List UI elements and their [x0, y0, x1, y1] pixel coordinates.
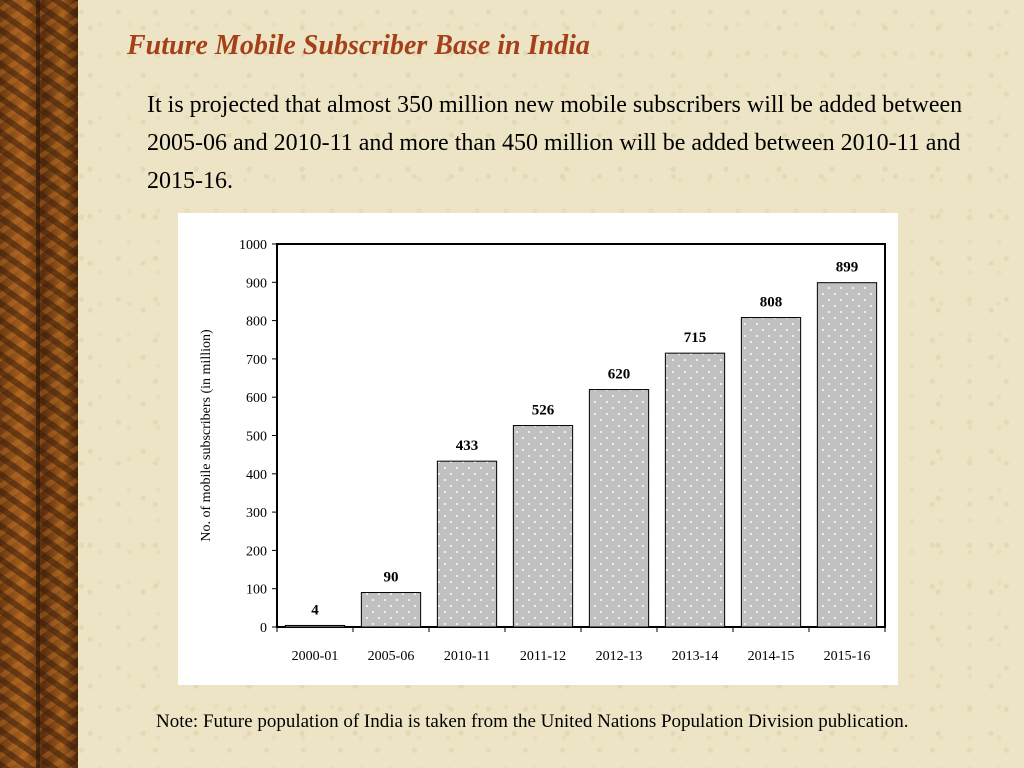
data-label: 4 — [311, 602, 319, 618]
y-tick-label: 300 — [246, 506, 267, 521]
y-tick-label: 500 — [246, 430, 267, 445]
x-tick-label: 2011-12 — [520, 649, 566, 664]
x-tick-label: 2010-11 — [444, 649, 490, 664]
bar — [284, 624, 346, 628]
data-label: 526 — [532, 403, 555, 419]
bar — [664, 352, 726, 628]
y-tick-label: 700 — [246, 353, 267, 368]
y-tick-label: 100 — [246, 583, 267, 598]
y-tick-label: 400 — [246, 468, 267, 483]
bar-chart: 0 100 200 300 400 500 600 700 800 900 1000 No. of m… — [199, 238, 886, 664]
data-label: 715 — [684, 330, 707, 346]
y-axis-title: No. of mobile subscribers (in million) — [199, 329, 214, 542]
chart-panel: 0 100 200 300 400 500 600 700 800 900 1000 No. of m… — [178, 213, 898, 685]
footnote: Note: Future population of India is take… — [156, 711, 909, 732]
y-tick-label: 800 — [246, 315, 267, 330]
x-tick-label: 2012-13 — [596, 649, 643, 664]
x-tick-label: 2014-15 — [748, 649, 795, 664]
bar — [360, 592, 422, 628]
data-label: 433 — [456, 438, 479, 454]
x-tick-label: 2015-16 — [824, 649, 871, 664]
intro-paragraph: It is projected that almost 350 million … — [147, 92, 963, 194]
y-tick-label: 200 — [246, 544, 267, 559]
y-tick-label: 600 — [246, 391, 267, 406]
x-tick-label: 2013-14 — [672, 649, 719, 664]
data-label: 620 — [608, 367, 631, 383]
bar — [436, 460, 498, 628]
data-label: 808 — [760, 295, 783, 311]
bar — [512, 425, 574, 628]
bar — [740, 317, 802, 628]
decorative-border — [0, 0, 78, 768]
x-tick-label: 2000-01 — [292, 649, 339, 664]
bar — [588, 389, 650, 628]
bar — [816, 282, 878, 628]
y-tick-label: 0 — [260, 621, 267, 636]
data-label: 90 — [384, 570, 399, 586]
y-tick-label: 1000 — [239, 238, 267, 253]
x-tick-label: 2005-06 — [368, 649, 415, 664]
slide-title: Future Mobile Subscriber Base in India — [127, 30, 590, 61]
data-label: 899 — [836, 260, 859, 276]
y-tick-label: 900 — [246, 276, 267, 291]
